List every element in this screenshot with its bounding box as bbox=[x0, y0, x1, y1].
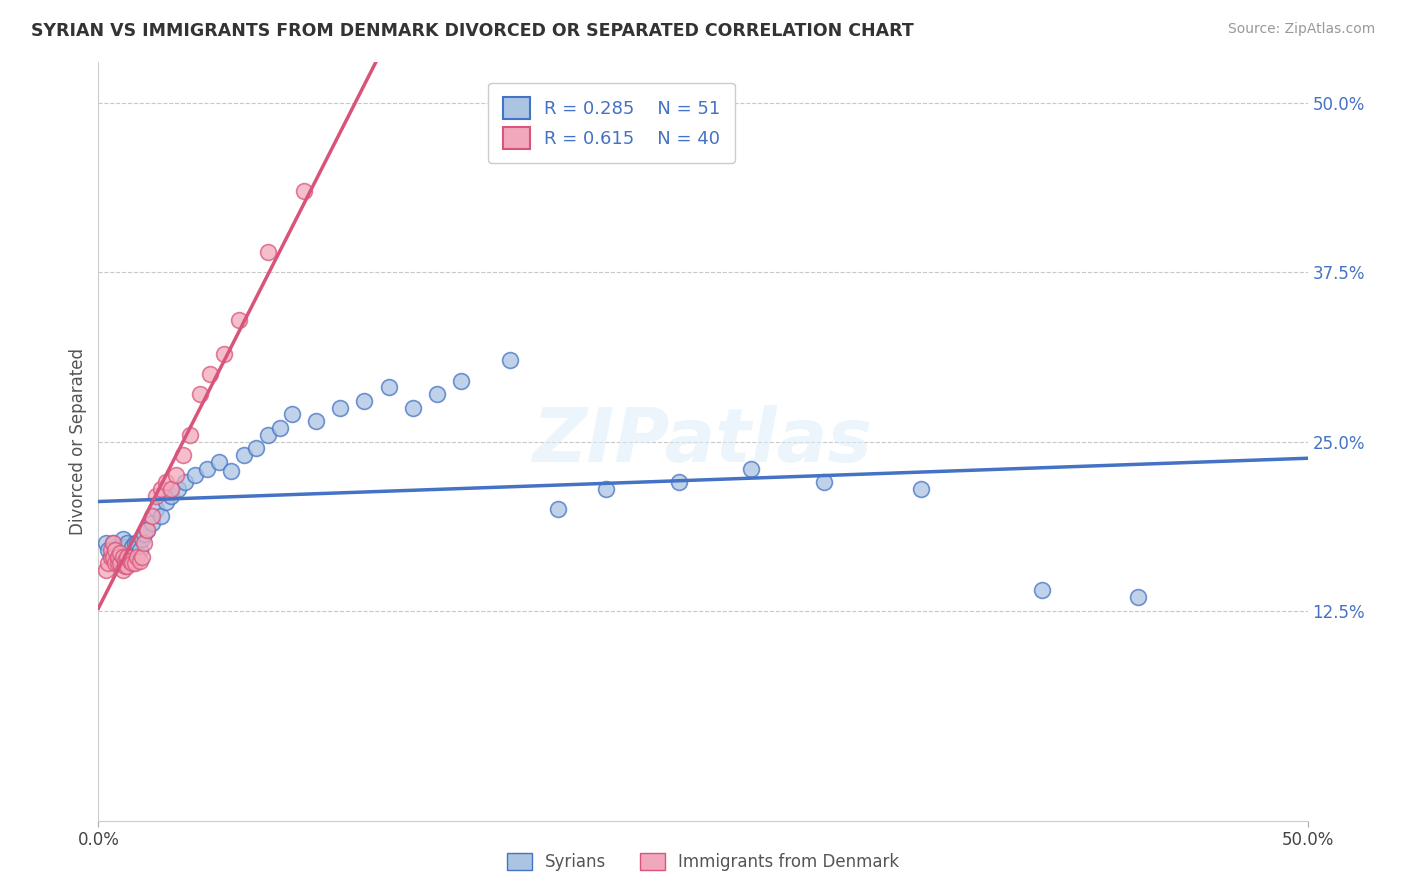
Point bbox=[121, 557, 143, 571]
Point bbox=[111, 532, 134, 546]
Point bbox=[118, 554, 141, 568]
Point bbox=[1128, 591, 1150, 605]
Point bbox=[101, 536, 124, 550]
Point bbox=[94, 563, 117, 577]
Point bbox=[134, 526, 156, 541]
Point bbox=[208, 455, 231, 469]
Point bbox=[212, 346, 235, 360]
Point bbox=[124, 536, 146, 550]
Point bbox=[195, 461, 218, 475]
Point bbox=[155, 475, 177, 490]
Point bbox=[281, 408, 304, 422]
Point bbox=[160, 482, 183, 496]
Point bbox=[101, 549, 124, 564]
Point bbox=[160, 489, 183, 503]
Point bbox=[256, 244, 278, 259]
Point bbox=[740, 461, 762, 475]
Point bbox=[150, 508, 173, 523]
Point bbox=[108, 540, 131, 554]
Point bbox=[128, 542, 150, 557]
Point bbox=[145, 502, 167, 516]
Point bbox=[127, 549, 149, 564]
Text: SYRIAN VS IMMIGRANTS FROM DENMARK DIVORCED OR SEPARATED CORRELATION CHART: SYRIAN VS IMMIGRANTS FROM DENMARK DIVORC… bbox=[31, 22, 914, 40]
Point bbox=[117, 549, 139, 564]
Point bbox=[813, 475, 835, 490]
Point bbox=[108, 557, 131, 571]
Text: ZIPatlas: ZIPatlas bbox=[533, 405, 873, 478]
Point bbox=[174, 475, 197, 490]
Point bbox=[1031, 583, 1053, 598]
Point bbox=[198, 367, 221, 381]
Point bbox=[450, 374, 472, 388]
Point bbox=[104, 557, 127, 571]
Point bbox=[668, 475, 690, 490]
Point bbox=[100, 549, 122, 564]
Point bbox=[100, 549, 122, 564]
Point bbox=[107, 545, 129, 559]
Point bbox=[114, 554, 136, 568]
Legend: R = 0.285    N = 51, R = 0.615    N = 40: R = 0.285 N = 51, R = 0.615 N = 40 bbox=[488, 83, 735, 163]
Point bbox=[134, 536, 156, 550]
Point bbox=[107, 557, 129, 571]
Point bbox=[117, 536, 139, 550]
Point bbox=[155, 495, 177, 509]
Point bbox=[108, 545, 131, 559]
Point bbox=[232, 448, 254, 462]
Point bbox=[547, 502, 569, 516]
Point bbox=[595, 482, 617, 496]
Legend: Syrians, Immigrants from Denmark: Syrians, Immigrants from Denmark bbox=[499, 845, 907, 880]
Point bbox=[426, 387, 449, 401]
Point bbox=[111, 549, 134, 564]
Point bbox=[305, 414, 328, 428]
Point bbox=[141, 516, 163, 530]
Point bbox=[141, 508, 163, 523]
Point bbox=[114, 559, 136, 574]
Point bbox=[498, 353, 520, 368]
Point bbox=[256, 427, 278, 442]
Point bbox=[179, 427, 201, 442]
Point bbox=[910, 482, 932, 496]
Point bbox=[269, 421, 291, 435]
Point bbox=[402, 401, 425, 415]
Point bbox=[184, 468, 207, 483]
Point bbox=[221, 464, 243, 478]
Point bbox=[111, 542, 134, 557]
Point bbox=[167, 482, 190, 496]
Point bbox=[145, 489, 167, 503]
Point bbox=[104, 542, 127, 557]
Point bbox=[121, 540, 143, 554]
Point bbox=[114, 540, 136, 554]
Point bbox=[118, 545, 141, 559]
Point bbox=[292, 184, 315, 198]
Point bbox=[135, 523, 157, 537]
Point bbox=[94, 536, 117, 550]
Point bbox=[97, 557, 120, 571]
Point bbox=[127, 536, 149, 550]
Point bbox=[228, 312, 250, 326]
Point bbox=[97, 542, 120, 557]
Point bbox=[117, 559, 139, 574]
Point bbox=[128, 554, 150, 568]
Y-axis label: Divorced or Separated: Divorced or Separated bbox=[69, 348, 87, 535]
Point bbox=[165, 468, 187, 483]
Point bbox=[135, 523, 157, 537]
Point bbox=[188, 387, 211, 401]
Point bbox=[329, 401, 352, 415]
Point bbox=[101, 536, 124, 550]
Point bbox=[150, 482, 173, 496]
Point bbox=[104, 542, 127, 557]
Point bbox=[131, 549, 153, 564]
Point bbox=[377, 380, 399, 394]
Point bbox=[124, 557, 146, 571]
Point bbox=[245, 442, 267, 456]
Point bbox=[131, 532, 153, 546]
Point bbox=[172, 448, 194, 462]
Point bbox=[353, 393, 375, 408]
Point bbox=[107, 549, 129, 564]
Point bbox=[111, 563, 134, 577]
Point bbox=[100, 542, 122, 557]
Text: Source: ZipAtlas.com: Source: ZipAtlas.com bbox=[1227, 22, 1375, 37]
